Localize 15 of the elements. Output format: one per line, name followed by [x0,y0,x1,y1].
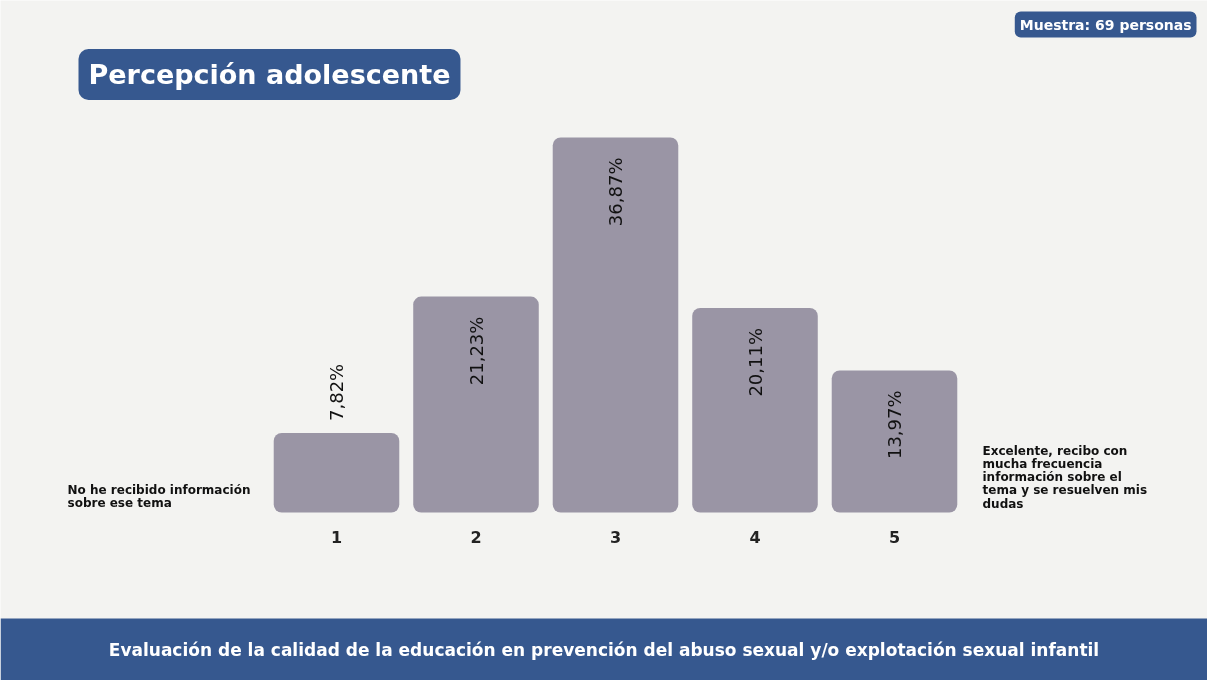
text: Evaluación de la calidad de la educación en prevención del abuso sexual y/o explotación sexual infantil [108,639,1100,660]
chart-title: Percepción adolescente [88,59,451,90]
data-label: 36,87% [605,157,626,227]
x-tick-label: 4 [749,527,761,547]
data-label: 13,97% [884,390,905,460]
text: No he recibido información sobre ese tema [67,482,251,510]
text: Muestra: 69 personas [1019,16,1192,33]
data-label: 21,23% [465,316,487,386]
data-label: 7,82% [326,363,347,421]
x-tick-label: 1 [330,527,343,547]
x-tick-label: 5 [888,527,901,547]
text: Excelente, recibo con mucha frecuencia información sobre el tema y se resuelven mis dudas [982,443,1148,511]
x-tick-label: 2 [470,527,482,547]
data-label: 20,11% [744,327,766,397]
x-tick-label: 3 [609,527,622,547]
